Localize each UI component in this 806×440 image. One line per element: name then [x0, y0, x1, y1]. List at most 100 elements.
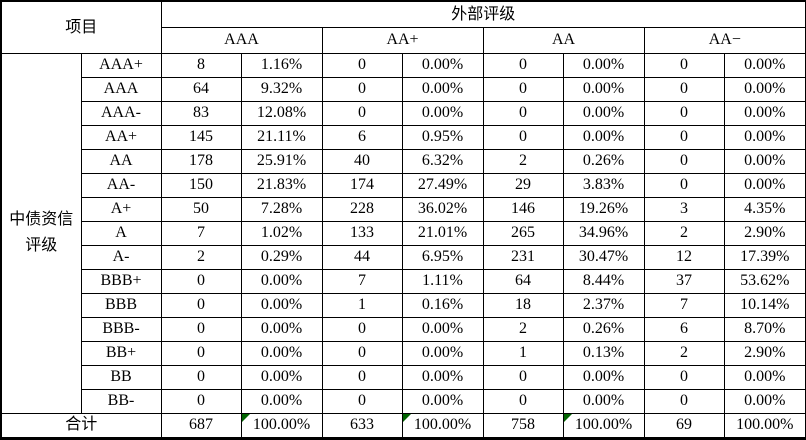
- percent-cell: 2.90%: [723, 220, 806, 246]
- count-cell: 0: [643, 388, 725, 414]
- percent-cell: 0.00%: [562, 364, 645, 390]
- count-cell: 133: [321, 220, 403, 246]
- count-cell: 0: [643, 100, 725, 126]
- percent-cell: 0.00%: [723, 124, 806, 150]
- count-cell: 0: [321, 100, 403, 126]
- table-row: BB- 0 0.00% 0 0.00% 0 0.00% 0 0.00%: [1, 388, 806, 414]
- percent-cell: 0.00%: [240, 268, 323, 294]
- percent-cell: 27.49%: [401, 172, 484, 198]
- percent-cell: 0.00%: [240, 364, 323, 390]
- table-row: BBB 0 0.00% 1 0.16% 18 2.37% 7 10.14%: [1, 292, 806, 318]
- percent-cell: 0.00%: [723, 364, 806, 390]
- count-cell: 231: [482, 244, 564, 270]
- count-cell: 29: [482, 172, 564, 198]
- table-row: AA+ 145 21.11% 6 0.95% 0 0.00% 0 0.00%: [1, 124, 806, 150]
- percent-cell: 0.00%: [240, 316, 323, 342]
- count-cell: 0: [643, 124, 725, 150]
- count-cell: 0: [643, 148, 725, 174]
- chinabond-rating-label: AAA+: [80, 52, 162, 78]
- percent-cell: 0.00%: [401, 364, 484, 390]
- percent-cell: 19.26%: [562, 196, 645, 222]
- percent-cell: 21.01%: [401, 220, 484, 246]
- percent-cell: 0.00%: [562, 388, 645, 414]
- percent-cell: 9.32%: [240, 76, 323, 102]
- count-cell: 0: [482, 52, 564, 78]
- percent-cell: 0.00%: [562, 76, 645, 102]
- table-row: A 7 1.02% 133 21.01% 265 34.96% 2 2.90%: [1, 220, 806, 246]
- column-header-aaa: AAA: [160, 26, 323, 54]
- count-cell: 1: [321, 292, 403, 318]
- column-header-aa: AA: [482, 26, 645, 54]
- count-cell: 8: [160, 52, 242, 78]
- percent-cell: 3.83%: [562, 172, 645, 198]
- count-cell: 2: [482, 316, 564, 342]
- count-cell: 0: [482, 364, 564, 390]
- percent-cell: 2.90%: [723, 340, 806, 366]
- table-row: AAA 64 9.32% 0 0.00% 0 0.00% 0 0.00%: [1, 76, 806, 102]
- excel-flag-triangle-icon: [403, 414, 411, 422]
- count-cell: 0: [160, 268, 242, 294]
- total-percent-cell: 100.00%: [240, 412, 323, 439]
- count-cell: 2: [482, 148, 564, 174]
- chinabond-rating-label: BBB+: [80, 268, 162, 294]
- count-cell: 2: [160, 244, 242, 270]
- chinabond-rating-label: AA+: [80, 124, 162, 150]
- table-row: AA 178 25.91% 40 6.32% 2 0.26% 0 0.00%: [1, 148, 806, 174]
- percent-cell: 53.62%: [723, 268, 806, 294]
- percent-cell: 0.00%: [401, 316, 484, 342]
- percent-cell: 0.00%: [401, 388, 484, 414]
- percent-cell: 4.35%: [723, 196, 806, 222]
- count-cell: 0: [321, 76, 403, 102]
- table-row: BBB- 0 0.00% 0 0.00% 2 0.26% 6 8.70%: [1, 316, 806, 342]
- percent-cell: 0.00%: [562, 100, 645, 126]
- chinabond-rating-label: AAA-: [80, 100, 162, 126]
- count-cell: 0: [482, 124, 564, 150]
- percent-cell: 0.00%: [401, 76, 484, 102]
- percent-cell: 0.13%: [562, 340, 645, 366]
- percent-cell: 21.83%: [240, 172, 323, 198]
- count-cell: 0: [643, 52, 725, 78]
- percent-cell: 0.00%: [240, 388, 323, 414]
- table-row: A- 2 0.29% 44 6.95% 231 30.47% 12 17.39%: [1, 244, 806, 270]
- header-row-1: 项目 外部评级: [0, 0, 806, 54]
- percent-cell: 36.02%: [401, 196, 484, 222]
- chinabond-rating-label: AAA: [80, 76, 162, 102]
- count-cell: 0: [160, 316, 242, 342]
- chinabond-rating-label: A+: [80, 196, 162, 222]
- percent-cell: 2.37%: [562, 292, 645, 318]
- count-cell: 7: [321, 268, 403, 294]
- chinabond-rating-label: A: [80, 220, 162, 246]
- percent-cell: 25.91%: [240, 148, 323, 174]
- table-row: AA- 150 21.83% 174 27.49% 29 3.83% 0 0.00%: [1, 172, 806, 198]
- count-cell: 0: [160, 388, 242, 414]
- count-cell: 0: [321, 388, 403, 414]
- percent-cell: 0.00%: [240, 292, 323, 318]
- table-row: 中债资信评级 AAA+ 8 1.16% 0 0.00% 0 0.00% 0 0.00%: [0, 52, 806, 414]
- count-cell: 0: [482, 388, 564, 414]
- row-group-label: 中债资信评级: [9, 211, 74, 254]
- percent-cell: 34.96%: [562, 220, 645, 246]
- count-cell: 37: [643, 268, 725, 294]
- column-header-aa-plus: AA+: [321, 26, 484, 54]
- table-row: AAA- 83 12.08% 0 0.00% 0 0.00% 0 0.00%: [1, 100, 806, 126]
- percent-cell: 6.32%: [401, 148, 484, 174]
- percent-cell: 0.26%: [562, 316, 645, 342]
- chinabond-rating-label: BBB: [80, 292, 162, 318]
- chinabond-rating-label: BB: [80, 364, 162, 390]
- chinabond-rating-label: AA-: [80, 172, 162, 198]
- percent-cell: 0.00%: [401, 100, 484, 126]
- count-cell: 146: [482, 196, 564, 222]
- count-cell: 64: [482, 268, 564, 294]
- chinabond-rating-label: AA: [80, 148, 162, 174]
- percent-cell: 0.00%: [723, 388, 806, 414]
- row-group-label-cell: 中债资信评级: [0, 52, 82, 414]
- percent-cell: 0.00%: [723, 172, 806, 198]
- count-cell: 40: [321, 148, 403, 174]
- total-percent-cell: 100.00%: [401, 412, 484, 439]
- count-cell: 0: [321, 316, 403, 342]
- percent-cell: 0.00%: [401, 52, 484, 78]
- percent-cell: 0.00%: [723, 52, 806, 78]
- percent-cell: 0.26%: [562, 148, 645, 174]
- count-cell: 0: [321, 340, 403, 366]
- project-header: 项目: [0, 0, 162, 54]
